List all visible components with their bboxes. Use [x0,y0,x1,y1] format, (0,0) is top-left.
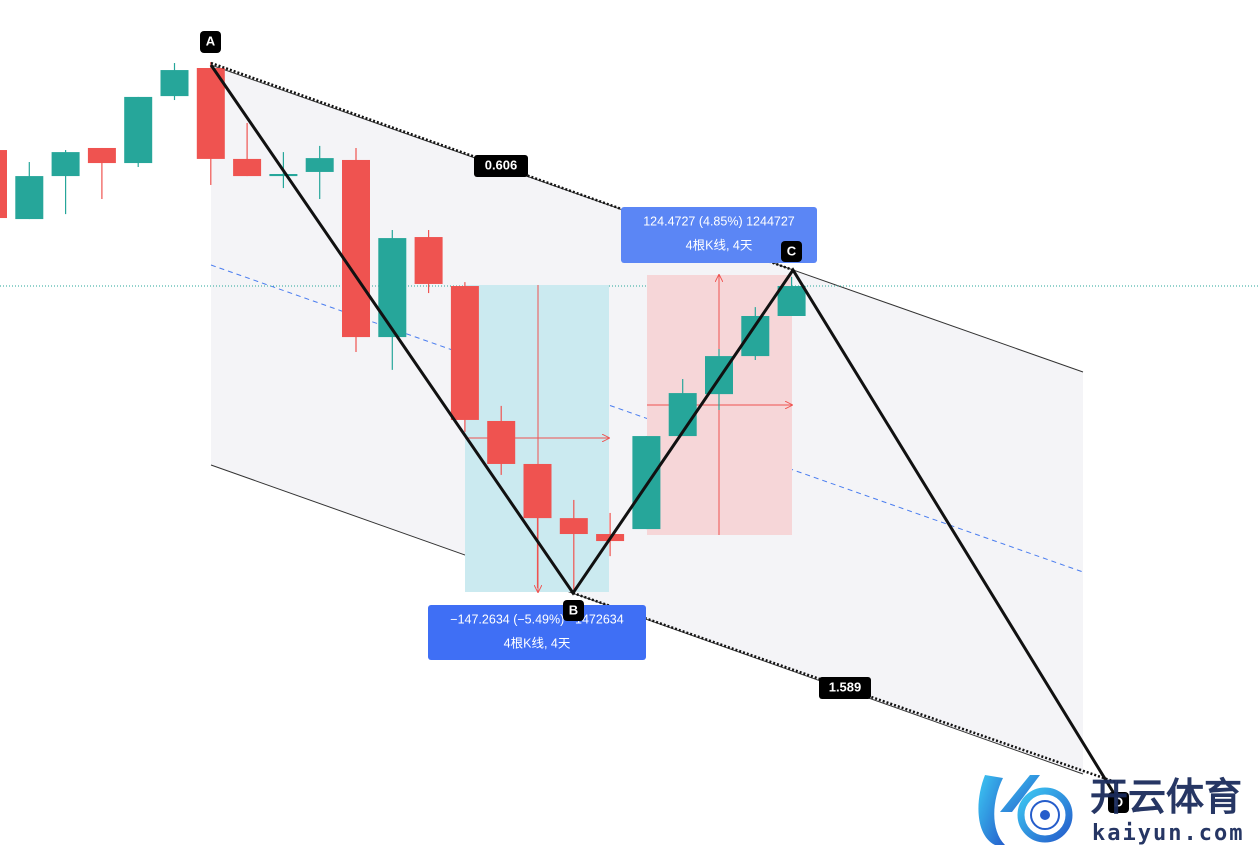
brand-url: kaiyun.com [1092,821,1244,846]
point-label: B [569,602,578,617]
candle-body [668,393,697,437]
drawings-back [0,64,1259,775]
candle-body [450,286,479,420]
level-box [474,155,528,177]
info-text: 4根K线, 4天 [686,238,753,252]
candle-body [523,463,552,519]
candle-body [559,518,588,535]
abcd-pattern [209,64,1120,801]
watermark: 开云体育 kaiyun.com [978,775,1244,846]
info-box [621,207,817,263]
candle-body [632,436,661,530]
level-label: 0.606 [485,157,518,172]
info-text: 124.4727 (4.85%) 1244727 [643,214,795,228]
brand: 开云体育 [1090,777,1242,819]
level-box [819,677,871,699]
info-box [428,605,646,660]
info-text: −147.2634 (−5.49%) −1472634 [450,612,623,626]
candle-body [342,159,370,338]
drawings-front: 0.606 1.589 124.4727 (4.85%) 1244727 4根K… [200,31,1129,813]
point-label: D [1114,794,1123,809]
channel-bottom [210,464,1084,775]
point-label: C [787,243,797,258]
candle-body [15,176,44,220]
candle-body [777,286,806,316]
candle-body [269,174,298,177]
level-label: 1.589 [829,679,862,694]
candle-body [160,70,189,97]
candle-body [0,150,7,219]
logo-k [978,775,1005,845]
candle-body [487,420,516,464]
candle-body [741,315,770,357]
candle-body [233,158,262,177]
candle-body [305,158,334,172]
info-text: 4根K线, 4天 [504,636,571,650]
point-box [200,31,221,53]
point-box [563,600,584,621]
candle-body [124,96,153,164]
candles [0,62,806,591]
candle-body [87,147,116,164]
logo-ball [1040,810,1050,820]
candle-body [378,238,407,338]
point-box [1108,792,1129,813]
point-label: A [206,33,216,48]
candle-body [51,152,80,177]
point-box [781,241,802,262]
candle-body [414,237,443,284]
logo-ball [1017,787,1073,843]
logo-k [1000,775,1040,812]
candle-body [196,67,225,159]
